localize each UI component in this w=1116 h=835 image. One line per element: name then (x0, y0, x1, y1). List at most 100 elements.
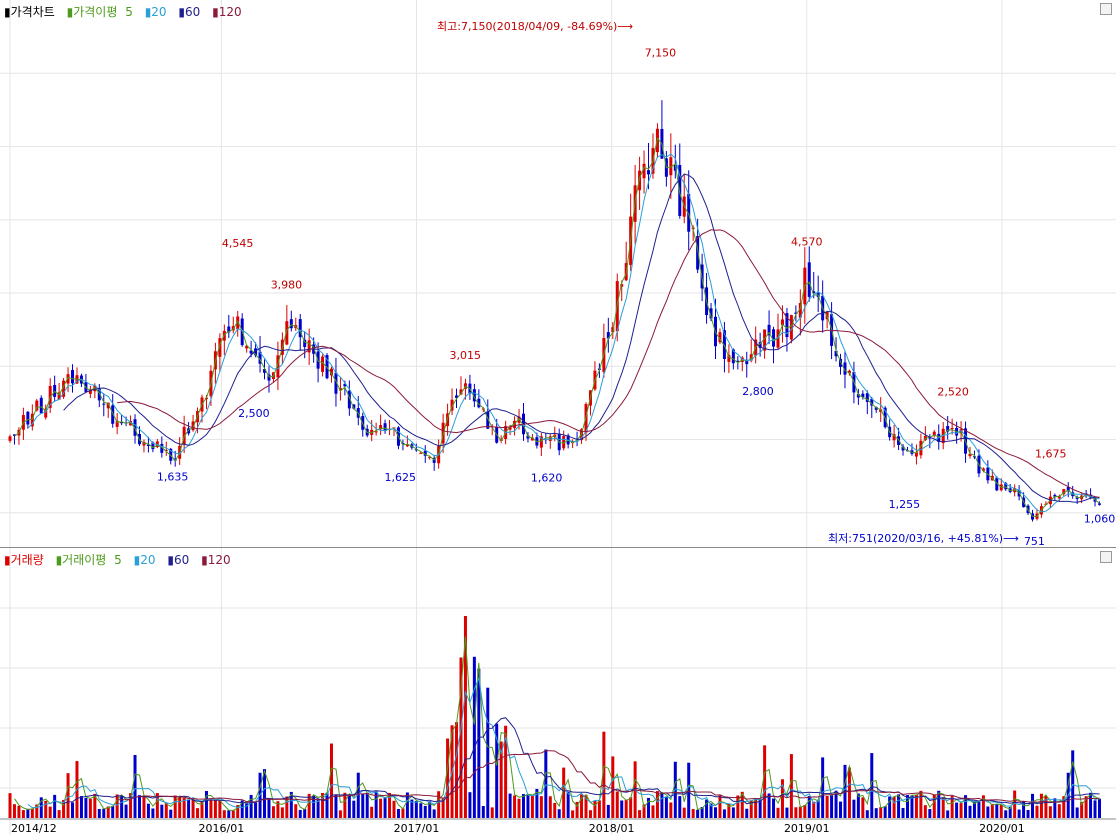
volume-bar-177 (798, 806, 802, 818)
candle-body-169 (763, 329, 767, 351)
candle-body-57 (263, 369, 267, 373)
candle-body-170 (767, 324, 771, 336)
volume-bar-46 (213, 799, 217, 818)
volume-bar-52 (240, 800, 244, 818)
volume-bar-53 (245, 803, 249, 818)
panel-divider[interactable] (0, 547, 1116, 548)
volume-bar-166 (749, 800, 753, 818)
volume-bar-162 (731, 807, 735, 818)
candle-body-166 (749, 354, 753, 361)
x-axis-label-2: 2017/01 (394, 822, 440, 835)
volume-bar-187 (843, 764, 847, 818)
price-legend-title: ▮가격차트 (4, 5, 55, 19)
candle-body-237 (1066, 487, 1070, 492)
candle-body-48 (222, 330, 226, 341)
candle-body-74 (338, 388, 342, 391)
candle-body-177 (798, 303, 802, 318)
candle-body-13 (66, 374, 70, 384)
volume-bar-84 (383, 797, 387, 818)
candle-body-113 (513, 420, 517, 429)
candle-body-76 (347, 390, 351, 409)
candle-body-25 (120, 422, 124, 424)
volume-bar-171 (772, 798, 776, 818)
volume-bar-196 (883, 806, 887, 818)
candle-body-8 (44, 408, 48, 418)
candle-body-154 (696, 236, 700, 270)
candle-body-173 (780, 319, 784, 326)
candle-body-35 (164, 450, 168, 452)
volume-bar-18 (88, 798, 92, 818)
candle-body-93 (423, 450, 427, 456)
candle-body-54 (249, 350, 253, 354)
volume-bar-81 (370, 806, 374, 818)
price-ma120-line (117, 229, 1100, 499)
volume-bar-26 (124, 804, 128, 818)
volume-bar-217 (977, 802, 981, 818)
candle-body-216 (972, 456, 976, 458)
candle-body-119 (539, 436, 543, 448)
price-chart-svg: 4,545 3,980 3,015 7,150 4,570 2,520 1,675 1,635… (0, 0, 1116, 547)
volume-bar-157 (709, 803, 713, 818)
volume-bar-35 (164, 803, 168, 818)
volume-bar-51 (236, 805, 240, 818)
price-panel-maximize-icon[interactable] (1100, 3, 1112, 15)
candle-body-23 (111, 405, 115, 424)
price-annotation-6: 1,675 (1035, 447, 1067, 460)
volume-bar-193 (870, 753, 874, 818)
candle-body-72 (329, 368, 333, 376)
candle-body-194 (874, 407, 878, 410)
volume-bar-234 (1053, 798, 1057, 818)
price-chart-panel: ▮가격차트 ▮가격이평 5 ▮20 ▮60 ▮120 4,545 3,980 3,0… (0, 0, 1116, 547)
volume-bar-144 (651, 805, 655, 818)
volume-bar-215 (968, 805, 972, 818)
volume-bar-63 (289, 791, 293, 818)
volume-bar-244 (1097, 798, 1101, 818)
volume-bar-175 (789, 754, 793, 818)
volume-ma-label: ▮거래이평 5 (55, 553, 122, 567)
price-annotation-9: 1,625 (385, 471, 417, 484)
candle-body-126 (571, 441, 575, 444)
volume-bar-76 (347, 794, 351, 818)
volume-ma5-line (14, 636, 1100, 811)
volume-bar-0 (8, 793, 12, 818)
candle-body-180 (812, 291, 816, 294)
volume-bar-69 (316, 799, 320, 818)
volume-bar-96 (437, 791, 441, 818)
volume-bar-133 (602, 731, 606, 818)
volume-bar-206 (928, 809, 932, 818)
volume-bar-89 (405, 792, 409, 818)
volume-bar-32 (151, 808, 155, 818)
candle-body-65 (298, 319, 302, 338)
volume-bar-152 (687, 762, 691, 818)
volume-bar-163 (736, 795, 740, 818)
volume-bar-95 (432, 809, 436, 818)
candle-body-186 (839, 358, 843, 367)
candle-body-112 (508, 426, 512, 430)
volume-chart-svg: 2014/12 2016/01 2017/01 2018/01 2019/01 2020/… (0, 548, 1116, 835)
volume-bar-71 (325, 792, 329, 818)
volume-bar-168 (758, 799, 762, 818)
volume-bar-210 (946, 810, 950, 818)
candle-body-192 (865, 393, 869, 402)
volume-bar-158 (713, 807, 717, 818)
x-axis-label-5: 2020/01 (979, 822, 1025, 835)
volume-bar-114 (517, 798, 521, 818)
candle-body-235 (1057, 496, 1061, 499)
candle-body-199 (897, 436, 901, 445)
volume-bar-139 (629, 797, 633, 818)
volume-bar-28 (133, 755, 137, 818)
volume-bar-200 (901, 807, 905, 818)
candle-body-31 (146, 444, 150, 447)
volume-bar-203 (914, 794, 918, 818)
candle-body-236 (1062, 489, 1066, 495)
candle-body-99 (450, 399, 454, 411)
volume-ma120-label: ▮120 (201, 553, 231, 567)
volume-bar-75 (343, 792, 347, 818)
volume-panel-maximize-icon[interactable] (1100, 551, 1112, 563)
volume-bar-104 (472, 656, 476, 818)
volume-bar-190 (856, 793, 860, 818)
volume-bar-106 (481, 806, 485, 818)
candle-body-84 (383, 423, 387, 432)
volume-bar-41 (191, 798, 195, 818)
volume-bar-112 (508, 793, 512, 818)
